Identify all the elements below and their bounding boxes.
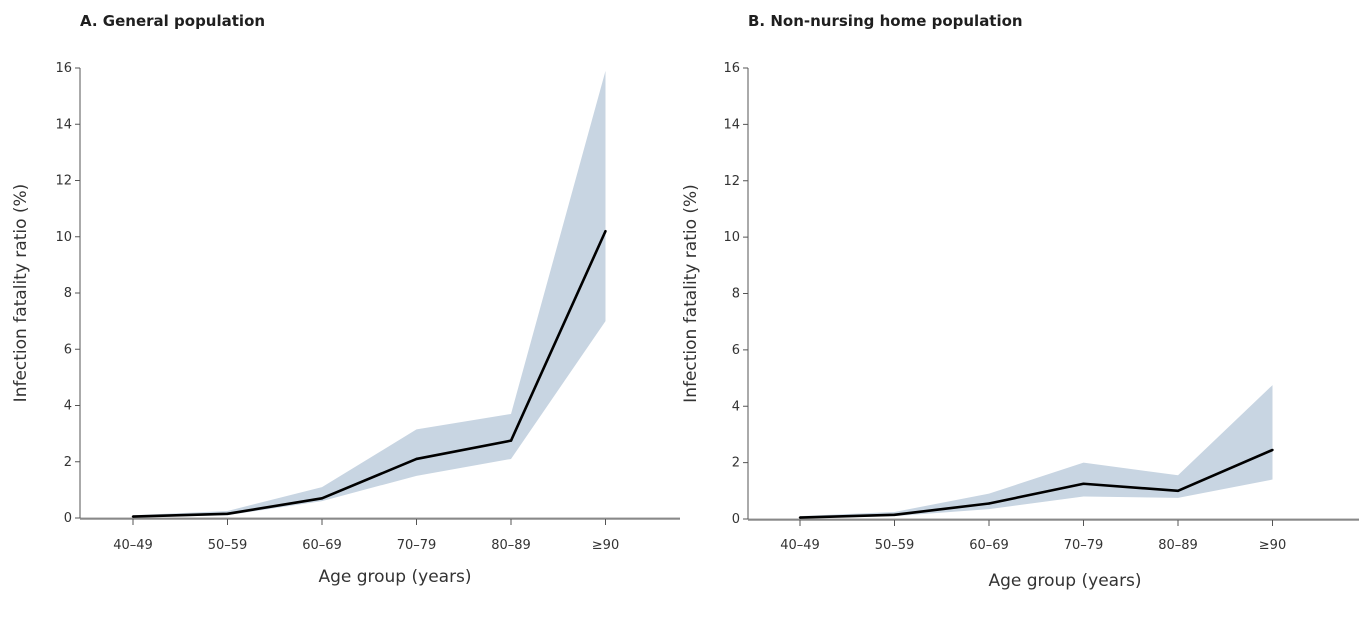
data-point: [798, 516, 802, 519]
data-point: [226, 512, 229, 515]
y-tick-label: 14: [55, 117, 72, 132]
chart-panel-non-nursing-home-population: B. Non-nursing home population 0 2 4 6 8 10 12…: [680, 0, 1359, 621]
y-tick-label: 8: [732, 287, 740, 302]
line-chart: 0 2 4 6 8 10 12 14 16 40–49 50–59 60–69 70–79 80–89 ≥9…: [681, 61, 1359, 591]
data-point: [987, 502, 991, 505]
data-point: [893, 513, 896, 516]
y-tick-label: 10: [55, 230, 72, 245]
x-tick-label: 50–59: [875, 538, 915, 553]
x-tick-label: 70–79: [1064, 538, 1104, 553]
y-tick-label: 10: [723, 230, 740, 245]
x-axis-title: Age group (years): [318, 567, 471, 587]
data-point: [1271, 448, 1274, 452]
y-tick-label: 6: [732, 343, 740, 358]
data-point: [604, 229, 607, 233]
y-tick-label: 12: [55, 174, 72, 189]
y-tick-label: 6: [64, 342, 72, 357]
series-line: [132, 230, 607, 518]
x-tick-label: 80–89: [491, 538, 531, 553]
data-point: [320, 497, 324, 500]
y-tick-label: 4: [64, 399, 72, 414]
confidence-band: [800, 385, 1273, 519]
y-tick-label: 12: [723, 174, 740, 189]
x-tick-label: 60–69: [969, 538, 1009, 553]
x-axis-title: Age group (years): [988, 571, 1141, 591]
y-tick-label: 4: [732, 399, 740, 414]
x-tick-label: 60–69: [302, 538, 342, 553]
series-line: [799, 448, 1274, 519]
x-tick-label: 80–89: [1158, 538, 1198, 553]
x-tick-label: 70–79: [397, 538, 437, 553]
x-tick-label: ≥90: [592, 538, 619, 553]
data-point: [509, 439, 513, 442]
data-point: [415, 457, 418, 461]
y-axis-title: Infection fatality ratio (%): [11, 184, 31, 403]
x-tick-label: 40–49: [780, 538, 820, 553]
chart-title: A. General population: [80, 12, 266, 30]
data-point: [131, 515, 135, 518]
confidence-band: [133, 70, 606, 518]
y-axis-title: Infection fatality ratio (%): [681, 184, 701, 403]
y-tick-label: 0: [64, 511, 72, 526]
y-tick-label: 14: [723, 117, 740, 132]
line-chart: 0 2 4 6 8 10 12 14 16 40–49 50–59 60–69 70–79 80–89 ≥9…: [11, 61, 680, 587]
y-tick-label: 8: [64, 286, 72, 301]
y-tick-label: 2: [732, 456, 740, 471]
y-tick-label: 2: [64, 455, 72, 470]
data-point: [1176, 489, 1180, 493]
y-tick-label: 16: [723, 61, 740, 76]
chart-panel-general-population: A. General population 0 2 4 6 8 10 12 14 16 40–49…: [11, 12, 680, 587]
x-tick-label: 40–49: [113, 538, 153, 553]
chart-title: B. Non-nursing home population: [748, 12, 1023, 30]
x-tick-label: 50–59: [208, 538, 248, 553]
data-point: [1082, 482, 1085, 485]
y-tick-label: 0: [732, 512, 740, 527]
y-tick-label: 16: [55, 61, 72, 76]
x-tick-label: ≥90: [1259, 538, 1286, 553]
